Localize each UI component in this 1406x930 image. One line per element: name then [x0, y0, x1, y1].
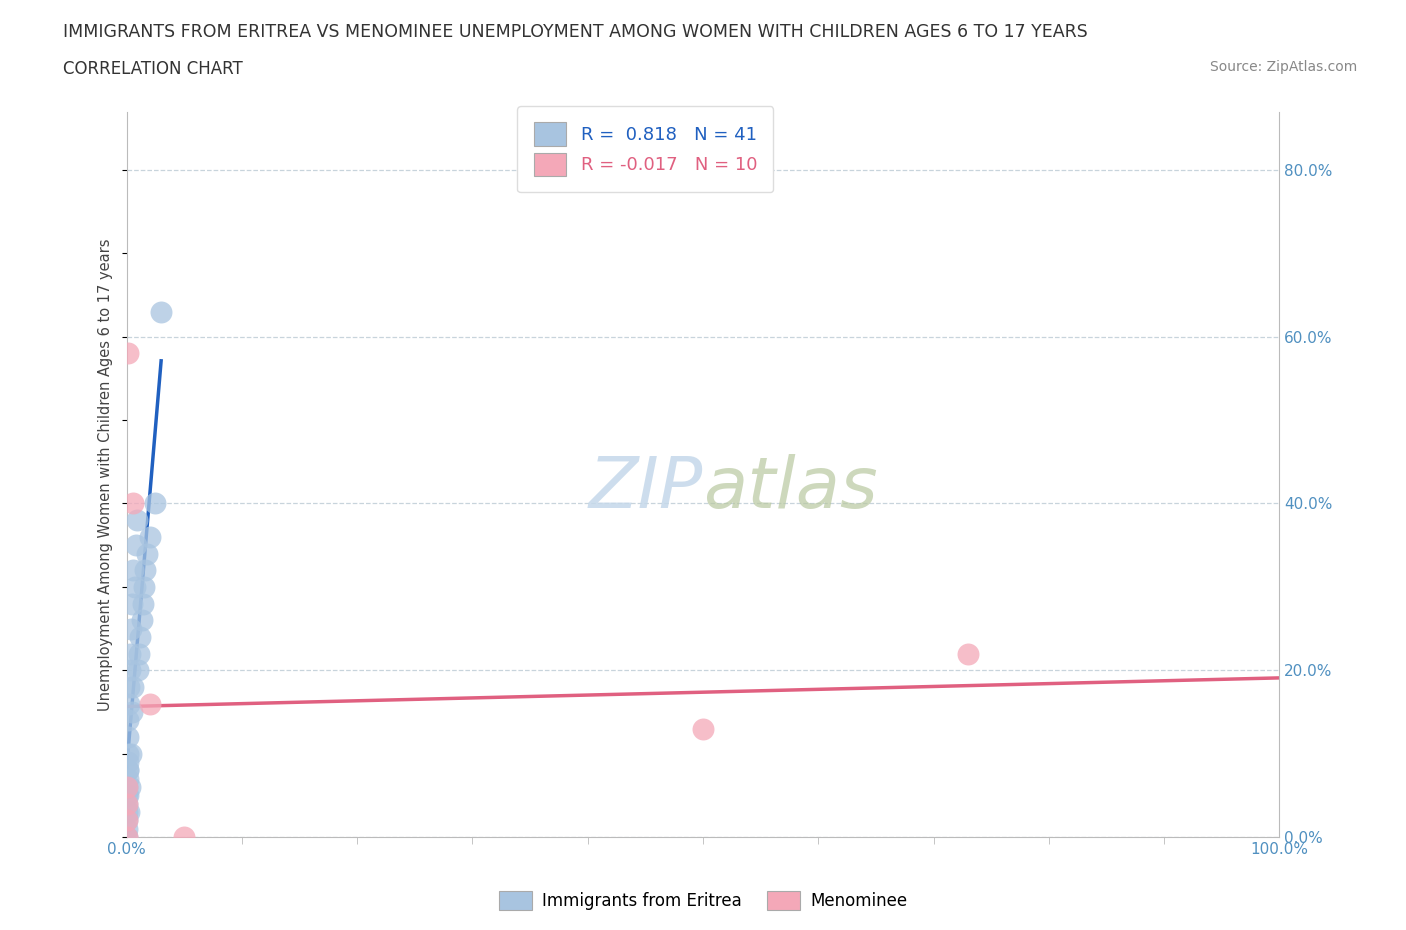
Point [115, 796, 138, 811]
Point [122, 496, 145, 511]
Point [117, 763, 139, 777]
Point [132, 579, 155, 594]
Legend: R =  0.818   N = 41, R = -0.017   N = 10: R = 0.818 N = 41, R = -0.017 N = 10 [517, 106, 773, 193]
Point [127, 663, 149, 678]
Point [125, 538, 148, 552]
Point [131, 596, 153, 611]
Text: atlas: atlas [703, 455, 877, 524]
Text: CORRELATION CHART: CORRELATION CHART [63, 60, 243, 78]
Point [120, 746, 142, 761]
Point [117, 746, 139, 761]
Point [118, 680, 141, 695]
Point [136, 546, 159, 561]
Legend: Immigrants from Eritrea, Menominee: Immigrants from Eritrea, Menominee [492, 884, 914, 917]
Text: Source: ZipAtlas.com: Source: ZipAtlas.com [1209, 60, 1357, 74]
Point [117, 763, 139, 777]
Point [957, 646, 980, 661]
Point [124, 579, 146, 594]
Point [118, 779, 141, 794]
Point [134, 563, 156, 578]
Point [117, 788, 139, 803]
Point [122, 680, 145, 695]
Y-axis label: Unemployment Among Women with Children Ages 6 to 17 years: Unemployment Among Women with Children A… [98, 238, 114, 711]
Point [117, 771, 139, 786]
Point [115, 788, 138, 803]
Point [131, 613, 153, 628]
Point [121, 596, 143, 611]
Point [115, 830, 138, 844]
Point [118, 697, 141, 711]
Point [692, 721, 714, 736]
Point [118, 663, 141, 678]
Point [129, 630, 152, 644]
Point [120, 621, 142, 636]
Point [118, 804, 141, 819]
Point [115, 796, 138, 811]
Point [117, 754, 139, 769]
Point [115, 779, 138, 794]
Point [115, 804, 138, 819]
Point [150, 304, 173, 319]
Point [125, 512, 148, 527]
Point [138, 529, 160, 544]
Point [128, 646, 150, 661]
Point [173, 830, 195, 844]
Point [117, 346, 139, 361]
Point [118, 646, 141, 661]
Text: IMMIGRANTS FROM ERITREA VS MENOMINEE UNEMPLOYMENT AMONG WOMEN WITH CHILDREN AGES: IMMIGRANTS FROM ERITREA VS MENOMINEE UNE… [63, 23, 1088, 41]
Point [115, 830, 138, 844]
Point [115, 779, 138, 794]
Point [117, 712, 139, 727]
Text: ZIP: ZIP [589, 455, 703, 524]
Point [115, 821, 138, 836]
Point [115, 813, 138, 828]
Point [115, 813, 138, 828]
Point [121, 705, 143, 720]
Point [138, 697, 160, 711]
Point [122, 563, 145, 578]
Point [117, 729, 139, 744]
Point [145, 496, 166, 511]
